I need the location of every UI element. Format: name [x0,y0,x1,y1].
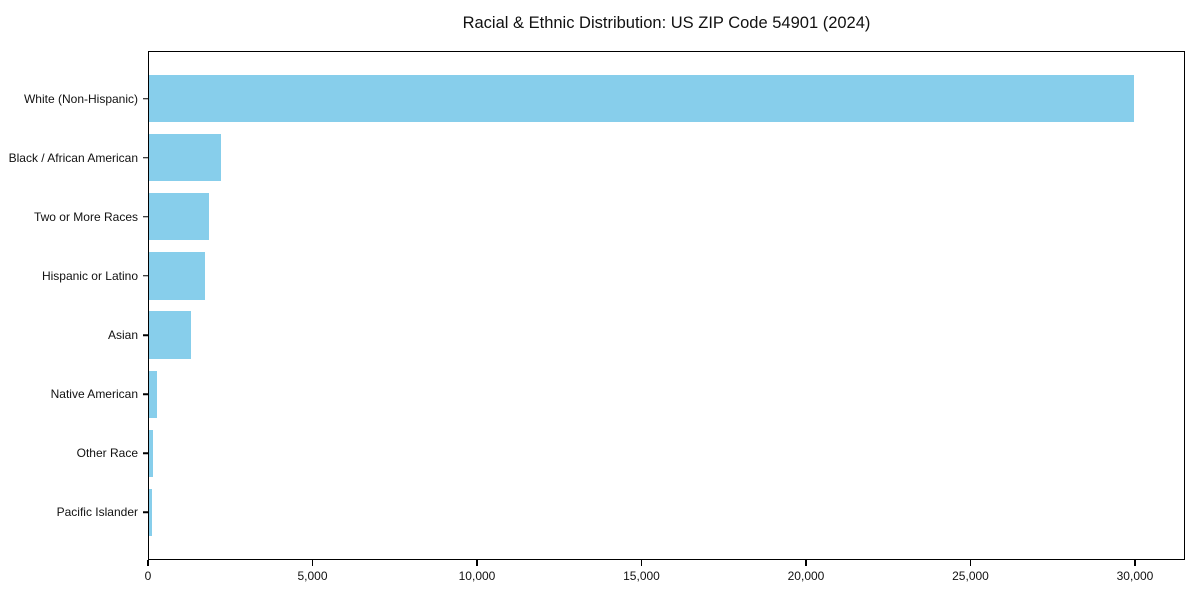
y-axis-category-label: Hispanic or Latino [41,268,138,283]
x-axis-tick-label: 25,000 [952,569,989,583]
bar-row: Other Race [77,424,1184,483]
y-axis-category-label: Other Race [76,446,138,461]
y-axis-tick [142,275,148,277]
x-axis-tick-label: 10,000 [458,569,496,583]
bar [149,252,205,300]
x-axis-tick-label: 20,000 [787,569,825,583]
bar-row: Black / African American [9,128,1184,187]
bar-row: White (Non-Hispanic) [24,69,1184,128]
bar-row: Asian [108,306,1184,365]
x-axis-tick-label: 30,000 [1116,569,1154,583]
x-axis-tick-mark [147,560,149,566]
y-axis-tick [142,452,148,455]
x-axis-tick-mark [640,560,643,566]
bar-row: Two or More Races [34,187,1184,246]
x-axis-tick-mark [1134,560,1136,566]
bar [149,311,192,359]
bar [149,193,210,241]
bar [149,370,158,418]
bar-rows: White (Non-Hispanic) Black / African Amer… [9,52,1184,559]
x-axis-tick-label: 5,000 [297,569,328,583]
plot-area: White (Non-Hispanic) Black / African Amer… [9,51,1185,560]
y-axis-tick [142,216,148,218]
y-axis-category-label: Two or More Races [33,209,138,224]
bar [149,429,153,477]
y-axis-category-label: Black / African American [8,150,138,165]
y-axis-tick [142,97,148,100]
x-axis-tick-mark [805,560,807,566]
x-axis-tick-mark [476,560,478,566]
x-axis-tick-label: 15,000 [623,569,660,583]
x-axis-tick-label: 0 [144,569,152,583]
x-axis: 0 5,000 10,000 15,000 20,000 25,000 30,000 [144,560,1185,590]
y-axis-tick [142,393,148,395]
bar-row: Pacific Islander [57,483,1184,542]
bar [149,488,153,537]
bar [149,134,221,182]
bar-row: Native American [51,365,1184,424]
y-axis-category-label: Pacific Islander [56,505,138,520]
x-axis-tick-mark [969,560,972,566]
chart-title: Racial & Ethnic Distribution: US ZIP Cod… [462,14,871,32]
bar [149,74,1135,123]
y-axis-tick [142,156,148,159]
x-axis-tick-mark [311,560,314,566]
y-axis-tick [142,511,148,514]
y-axis-category-label: Native American [50,387,138,402]
bar-row: Hispanic or Latino [42,246,1184,305]
y-axis-category-label: Asian [107,328,138,343]
y-axis-tick [142,334,148,336]
y-axis-category-label: White (Non-Hispanic) [23,91,138,106]
